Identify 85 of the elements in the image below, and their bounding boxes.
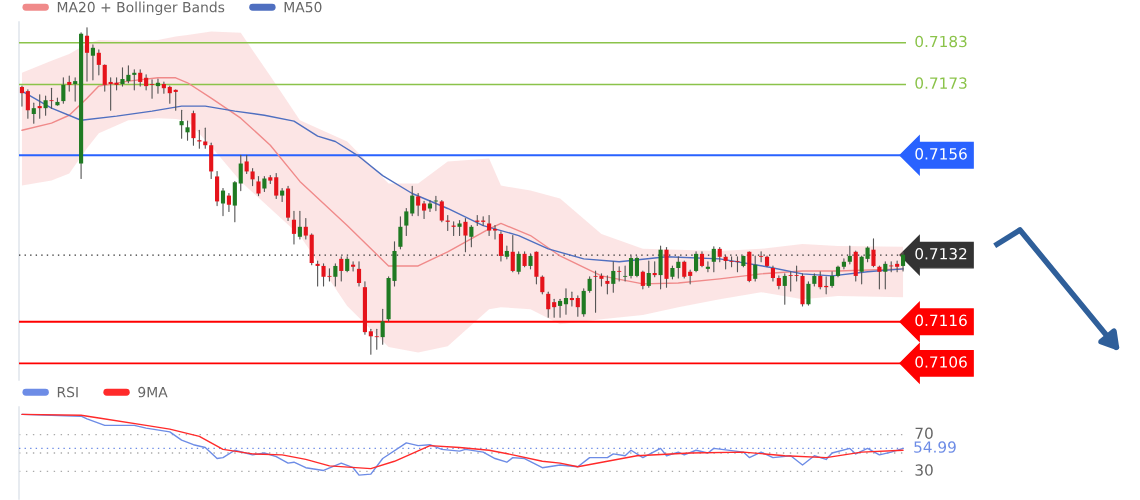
y-tick-label: 0.7132: [915, 247, 967, 260]
legend-label: 9MA: [138, 386, 168, 398]
candlestick: [244, 154, 249, 175]
candlestick: [841, 258, 846, 270]
candlestick: [73, 77, 78, 102]
candlestick: [232, 180, 237, 223]
candlestick: [203, 127, 208, 149]
candlestick: [623, 265, 628, 282]
candlestick: [161, 81, 166, 94]
candlestick: [563, 288, 569, 315]
candlestick: [883, 261, 888, 290]
candlestick: [43, 95, 48, 116]
candlestick: [575, 295, 580, 317]
candlestick: [711, 246, 716, 273]
candlestick: [516, 251, 521, 275]
candlestick: [356, 261, 362, 287]
y-tick-label: 0.7173: [915, 77, 967, 89]
candlestick: [149, 79, 155, 99]
y-tick-label: 0.7106: [915, 356, 967, 368]
ref-line-label: 54.99: [914, 441, 956, 453]
candlestick: [421, 200, 427, 220]
candlestick: [788, 271, 793, 292]
candlestick: [546, 291, 551, 318]
candlestick: [416, 192, 421, 217]
legend-label: MA20 + Bollinger Bands: [57, 1, 225, 16]
candlestick: [694, 251, 699, 273]
candlestick: [226, 192, 231, 212]
candlestick: [303, 217, 308, 240]
candlestick: [558, 298, 563, 318]
candlestick: [297, 210, 302, 240]
y-tick-label: 0.7116: [915, 314, 967, 327]
legend-label: MA50: [284, 1, 322, 13]
candlestick: [782, 273, 787, 305]
candlestick: [676, 256, 681, 279]
candlestick: [439, 200, 444, 223]
candlestick: [185, 120, 190, 141]
candlestick: [469, 225, 474, 248]
candlestick: [463, 217, 468, 253]
legend-label: RSI: [57, 386, 78, 398]
y-tick-label: 0.7156: [915, 148, 967, 160]
candlestick: [19, 85, 25, 107]
y-tick-label: 0.7183: [915, 35, 967, 48]
candlestick: [368, 328, 373, 355]
candlestick: [487, 215, 492, 237]
candlestick: [96, 49, 101, 76]
candlestick: [404, 207, 409, 237]
candlestick: [492, 225, 498, 240]
candlestick: [25, 89, 30, 119]
candlestick: [90, 44, 95, 81]
candlestick: [753, 255, 758, 282]
candlestick: [806, 281, 811, 306]
candlestick: [581, 288, 586, 317]
candlestick: [31, 102, 36, 124]
candlestick: [410, 185, 415, 217]
candlestick: [759, 251, 764, 263]
candlestick: [179, 109, 184, 139]
candlestick: [611, 261, 616, 293]
candlestick: [280, 187, 285, 202]
candlestick: [498, 231, 504, 262]
candlestick: [102, 64, 107, 92]
candlestick: [380, 308, 385, 345]
candlestick: [900, 252, 906, 272]
candlestick: [510, 234, 515, 273]
candlestick: [339, 256, 344, 282]
candlestick: [427, 200, 433, 212]
candlestick: [871, 238, 876, 268]
y-tick-label: 30: [915, 464, 933, 476]
candlestick: [895, 260, 900, 273]
candlestick: [291, 210, 297, 245]
candlestick: [374, 328, 379, 350]
y-tick-label: 70: [915, 427, 933, 440]
candlestick: [49, 87, 54, 109]
candlestick: [634, 256, 640, 278]
candlestick: [84, 27, 90, 82]
candlestick: [877, 265, 882, 290]
candlestick: [238, 154, 243, 192]
candlestick: [628, 255, 634, 279]
candlestick: [398, 216, 403, 250]
candlestick: [646, 260, 651, 288]
candlestick: [256, 175, 261, 197]
candlestick: [794, 265, 799, 282]
candlestick: [274, 172, 279, 200]
candlestick: [61, 77, 66, 104]
candlestick: [220, 187, 226, 217]
candlestick: [333, 263, 338, 287]
